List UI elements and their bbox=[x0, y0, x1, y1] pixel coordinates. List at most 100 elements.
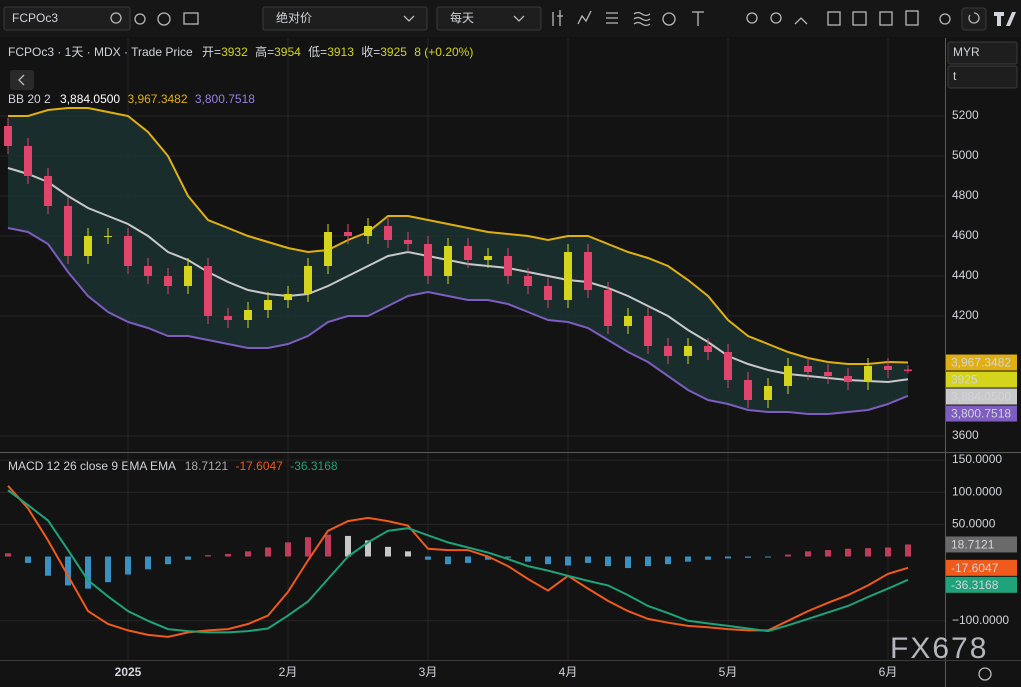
candle-body bbox=[264, 300, 272, 310]
candles-icon[interactable] bbox=[552, 10, 563, 26]
x-tick-label: 4月 bbox=[559, 665, 578, 679]
histogram-bar bbox=[65, 556, 71, 586]
histogram-bar bbox=[45, 556, 51, 576]
candle-body bbox=[784, 366, 792, 386]
y-tick-label: 5000 bbox=[952, 148, 979, 162]
candle-body bbox=[884, 366, 892, 370]
histogram-bar bbox=[585, 556, 591, 563]
wave-icon[interactable] bbox=[633, 11, 651, 27]
candle-body bbox=[4, 126, 12, 146]
folder-icon[interactable] bbox=[183, 12, 199, 25]
price-tag bbox=[946, 354, 1017, 371]
histogram-bar bbox=[85, 556, 91, 589]
open-label: 开= bbox=[202, 45, 221, 59]
candle-body bbox=[104, 236, 112, 237]
scale-dropdown[interactable] bbox=[262, 6, 428, 31]
brand-logo[interactable] bbox=[994, 12, 1016, 26]
candle-body bbox=[144, 266, 152, 276]
main-legend: FCPOc3 · 1天 · MDX · Trade Price 开=3932 高… bbox=[8, 44, 473, 59]
bb-line bbox=[7, 227, 909, 415]
histogram-bar bbox=[265, 547, 271, 557]
zoom-in-icon[interactable] bbox=[746, 12, 758, 24]
unit[interactable]: t bbox=[953, 69, 957, 83]
change: 8 (+0.20%) bbox=[414, 45, 473, 59]
symbol-search[interactable] bbox=[3, 6, 131, 31]
bb-lower: 3,800.7518 bbox=[195, 92, 255, 106]
histogram-bar bbox=[485, 556, 491, 560]
histogram-bar bbox=[25, 556, 31, 563]
candle-body bbox=[624, 316, 632, 326]
candle-body bbox=[404, 240, 412, 244]
search-icon bbox=[110, 12, 122, 24]
histogram-bar bbox=[345, 535, 351, 557]
candle-body bbox=[564, 252, 572, 300]
candle-body bbox=[904, 369, 912, 371]
list-icon[interactable] bbox=[606, 12, 618, 24]
close-label: 收= bbox=[361, 45, 380, 59]
event-icon[interactable] bbox=[662, 12, 676, 26]
candle-body bbox=[444, 246, 452, 276]
histogram-bar bbox=[905, 544, 911, 557]
compare-icon[interactable] bbox=[134, 13, 146, 25]
collapse-button[interactable] bbox=[10, 70, 34, 90]
scale-mode[interactable]: 绝对价 bbox=[276, 10, 312, 25]
histogram-bar bbox=[605, 556, 611, 567]
histogram-bar bbox=[285, 542, 291, 557]
price-tag bbox=[946, 559, 1017, 576]
text-icon[interactable] bbox=[692, 11, 704, 26]
plot-area: 2025 2月 3月 4月 5月 6月 3600 4200 4400 4600 4800 5000 52… bbox=[0, 38, 1009, 679]
histogram-bar bbox=[665, 556, 671, 565]
indicator-icon[interactable] bbox=[577, 10, 592, 25]
settings-icon[interactable] bbox=[939, 13, 951, 25]
tool-icons bbox=[552, 7, 1016, 31]
currency[interactable]: MYR bbox=[953, 45, 980, 59]
histogram-bar bbox=[745, 556, 751, 558]
histogram-bar bbox=[405, 551, 411, 557]
histogram-bar bbox=[245, 551, 251, 557]
bb-legend: BB 20 2 3,884.0500 3,967.3482 3,800.7518 bbox=[8, 92, 255, 106]
histogram-bar bbox=[545, 556, 551, 565]
candle-body bbox=[24, 146, 32, 176]
collapse-icon bbox=[18, 74, 25, 86]
candle-body bbox=[304, 266, 312, 294]
interval-dropdown[interactable] bbox=[436, 6, 542, 31]
histogram-bar bbox=[425, 556, 431, 560]
unit-select[interactable] bbox=[947, 65, 1018, 89]
interval[interactable]: 每天 bbox=[450, 10, 474, 25]
symbol[interactable]: FCPOc3 bbox=[12, 11, 58, 25]
histogram-bar bbox=[185, 556, 191, 560]
zoom-out-icon[interactable] bbox=[770, 12, 782, 24]
add-icon[interactable] bbox=[157, 12, 171, 26]
histogram-bar bbox=[145, 556, 151, 570]
bb-upper: 3,967.3482 bbox=[127, 92, 187, 106]
price-tag-label: 3925 bbox=[951, 373, 978, 387]
dropdown-arrow bbox=[513, 15, 525, 22]
expand-icon[interactable] bbox=[794, 17, 808, 25]
x-tick-label: 3月 bbox=[419, 665, 438, 679]
candle-body bbox=[724, 352, 732, 380]
y-tick-label: 100.0000 bbox=[952, 484, 1002, 498]
candle-body bbox=[324, 232, 332, 266]
y-tick-label: 4400 bbox=[952, 268, 979, 282]
candle-body bbox=[64, 206, 72, 256]
histogram-bar bbox=[645, 556, 651, 567]
macd-name: MACD 12 26 close 9 EMA EMA bbox=[8, 459, 176, 473]
candle-body bbox=[284, 294, 292, 300]
table-icon[interactable] bbox=[827, 11, 841, 26]
price-tag bbox=[946, 388, 1017, 405]
image-icon[interactable] bbox=[852, 11, 867, 26]
low-label: 低= bbox=[308, 45, 327, 59]
histogram-bar bbox=[625, 556, 631, 569]
currency-select[interactable] bbox=[947, 41, 1018, 65]
axis-settings-icon[interactable] bbox=[978, 667, 992, 681]
print-icon[interactable] bbox=[905, 10, 919, 26]
candle-body bbox=[764, 386, 772, 400]
macd-line bbox=[7, 489, 909, 634]
doc-icon[interactable] bbox=[879, 11, 893, 26]
price-tag-label: -17.6047 bbox=[951, 561, 999, 575]
candle-body bbox=[384, 226, 392, 240]
candle-body bbox=[344, 232, 352, 236]
reset-button[interactable] bbox=[961, 7, 987, 31]
